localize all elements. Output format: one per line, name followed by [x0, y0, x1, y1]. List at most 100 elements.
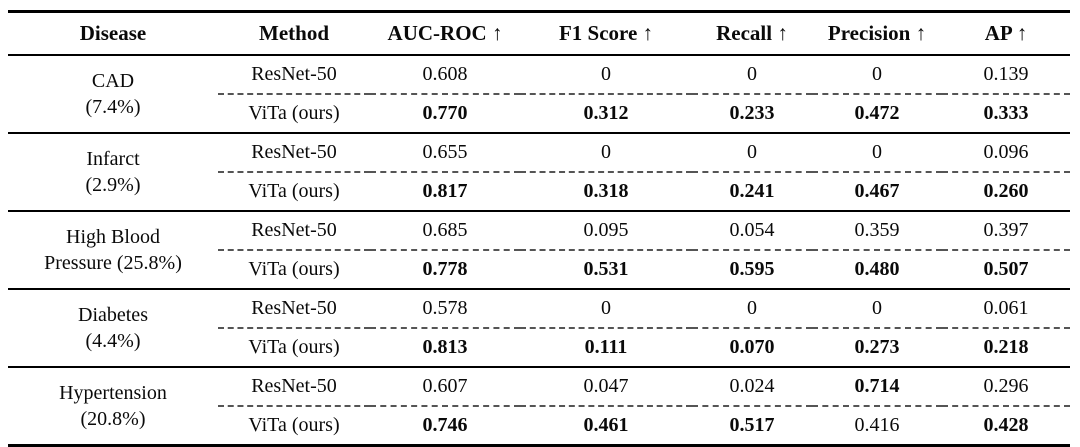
method-cell: ViTa (ours) — [248, 413, 340, 436]
method-cell: ResNet-50 — [218, 366, 370, 407]
disease-name: Diabetes — [78, 303, 148, 326]
column-header-label: Method — [259, 20, 329, 45]
metric-value: 0.655 — [370, 132, 520, 173]
metric-value: 0.296 — [942, 366, 1070, 407]
metric-value: 0.461 — [583, 413, 629, 436]
metric-value: 0.096 — [942, 132, 1070, 173]
method-cell: ViTa (ours) — [248, 335, 340, 358]
disease-name: High Blood — [66, 225, 160, 248]
disease-prevalence: (4.4%) — [85, 329, 141, 352]
method-cell: ViTa (ours) — [248, 179, 340, 202]
metric-value: 0.397 — [942, 210, 1070, 251]
metric-value: 0 — [692, 132, 812, 173]
metric-value: 0 — [520, 288, 692, 329]
table-row: ViTa (ours) 0.813 0.111 0.070 0.273 0.218 — [8, 328, 1070, 367]
method-cell: ResNet-50 — [218, 210, 370, 251]
up-arrow-icon: ↑ — [777, 20, 788, 45]
metric-value: 0 — [692, 54, 812, 95]
disease-group: CAD (7.4%) ResNet-50 0.608 0 0 0 0.139 ViTa (our… — [8, 54, 1070, 133]
table-row: Diabetes (4.4%) ResNet-50 0.578 0 0 0 0.061 — [8, 288, 1070, 352]
metric-value: 0.139 — [942, 54, 1070, 95]
metric-value: 0.312 — [583, 101, 629, 124]
disease-prevalence: (20.8%) — [80, 407, 146, 430]
disease-cell: High Blood Pressure (25.8%) — [8, 211, 218, 289]
disease-name: Hypertension — [59, 381, 167, 404]
metric-value: 0.472 — [854, 101, 900, 124]
table-row: Infarct (2.9%) ResNet-50 0.655 0 0 0 0.096 — [8, 132, 1070, 196]
disease-cell: Hypertension (20.8%) — [8, 367, 218, 446]
disease-group: Hypertension (20.8%) ResNet-50 0.607 0.047 0.… — [8, 366, 1070, 446]
metric-value: 0 — [520, 132, 692, 173]
column-header-label: AP — [984, 20, 1012, 45]
metric-value: 0.813 — [422, 335, 468, 358]
column-header: Recall ↑ — [692, 11, 812, 56]
column-header: AP ↑ — [942, 11, 1070, 56]
metric-value: 0.024 — [692, 366, 812, 407]
metric-value: 0.111 — [584, 335, 628, 358]
method-cell: ViTa (ours) — [248, 257, 340, 280]
metric-value: 0.260 — [983, 179, 1029, 202]
column-header: Precision ↑ — [812, 11, 942, 56]
metric-value: 0.054 — [692, 210, 812, 251]
disease-name: CAD — [91, 69, 135, 92]
metric-value: 0.608 — [370, 54, 520, 95]
column-header: AUC-ROC ↑ — [370, 11, 520, 56]
metric-value: 0.480 — [854, 257, 900, 280]
metric-value: 0.607 — [370, 366, 520, 407]
table-row: ViTa (ours) 0.778 0.531 0.595 0.480 0.507 — [8, 250, 1070, 289]
disease-group: Diabetes (4.4%) ResNet-50 0.578 0 0 0 0.061 ViTa… — [8, 288, 1070, 367]
column-header-label: Precision — [827, 20, 911, 45]
table-row: Hypertension (20.8%) ResNet-50 0.607 0.047 0.… — [8, 366, 1070, 430]
disease-cell: CAD (7.4%) — [8, 55, 218, 133]
method-cell: ResNet-50 — [218, 54, 370, 95]
up-arrow-icon: ↑ — [491, 20, 503, 45]
metric-value: 0 — [812, 288, 942, 329]
column-header-label: AUC-ROC — [387, 20, 487, 45]
metric-value: 0 — [520, 54, 692, 95]
metric-value: 0 — [812, 132, 942, 173]
column-header: F1 Score ↑ — [520, 11, 692, 56]
disease-name: Infarct — [86, 147, 140, 170]
table-row: High Blood Pressure (25.8%) ResNet-50 0.685… — [8, 210, 1070, 274]
disease-group: High Blood Pressure (25.8%) ResNet-50 0.685… — [8, 210, 1070, 289]
metric-value: 0.359 — [812, 210, 942, 251]
metric-value: 0.746 — [422, 413, 468, 436]
metric-value: 0.770 — [422, 101, 468, 124]
table-row: ViTa (ours) 0.746 0.461 0.517 0.416 0.428 — [8, 406, 1070, 446]
metric-value: 0.333 — [983, 101, 1029, 124]
metric-value: 0.047 — [520, 366, 692, 407]
metric-value: 0.241 — [729, 179, 775, 202]
metric-value: 0.817 — [422, 179, 468, 202]
metric-value: 0.428 — [983, 413, 1029, 436]
method-cell: ViTa (ours) — [248, 101, 340, 124]
disease-prevalence: (2.9%) — [85, 173, 141, 196]
up-arrow-icon: ↑ — [1016, 20, 1028, 45]
metric-value: 0.070 — [729, 335, 775, 358]
metrics-table: Disease Method AUC-ROC ↑ F1 Score ↑ Recall ↑… — [8, 10, 1070, 447]
disease-cell: Diabetes (4.4%) — [8, 289, 218, 367]
metric-value: 0.714 — [812, 366, 942, 407]
metric-value: 0.595 — [729, 257, 775, 280]
metric-value: 0.507 — [983, 257, 1029, 280]
metric-value: 0 — [812, 54, 942, 95]
metric-value: 0.416 — [854, 413, 900, 436]
disease-prevalence: Pressure (25.8%) — [44, 251, 182, 274]
metric-value: 0.467 — [854, 179, 900, 202]
table-row: ViTa (ours) 0.817 0.318 0.241 0.467 0.260 — [8, 172, 1070, 211]
table-row: CAD (7.4%) ResNet-50 0.608 0 0 0 0.139 — [8, 54, 1070, 118]
disease-group: Infarct (2.9%) ResNet-50 0.655 0 0 0 0.096 ViTa … — [8, 132, 1070, 211]
column-header-label: F1 Score — [558, 20, 638, 45]
column-header: Disease — [8, 11, 218, 56]
metric-value: 0.578 — [370, 288, 520, 329]
up-arrow-icon: ↑ — [915, 20, 927, 45]
metric-value: 0.095 — [520, 210, 692, 251]
metric-value: 0.531 — [583, 257, 629, 280]
disease-cell: Infarct (2.9%) — [8, 133, 218, 211]
metric-value: 0.218 — [983, 335, 1029, 358]
column-header-label: Recall — [716, 20, 773, 45]
method-cell: ResNet-50 — [218, 132, 370, 173]
disease-prevalence: (7.4%) — [85, 95, 141, 118]
metric-value: 0.685 — [370, 210, 520, 251]
column-header-label: Disease — [79, 20, 147, 45]
